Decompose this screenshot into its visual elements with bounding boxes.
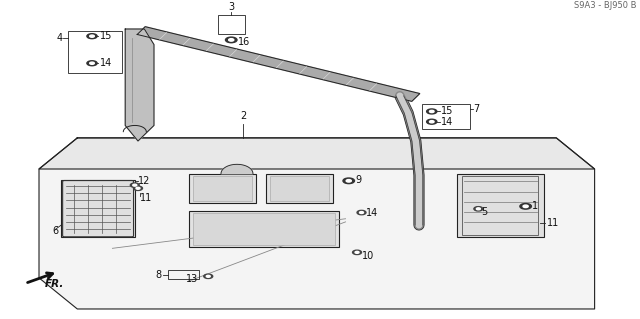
Polygon shape xyxy=(137,27,420,101)
Bar xyxy=(193,175,252,201)
Bar xyxy=(463,176,538,235)
Circle shape xyxy=(87,61,97,66)
Polygon shape xyxy=(221,164,253,174)
Circle shape xyxy=(474,207,483,211)
Bar xyxy=(68,31,122,72)
Circle shape xyxy=(206,275,211,277)
Circle shape xyxy=(520,204,531,209)
Text: 14: 14 xyxy=(100,58,112,68)
Text: 16: 16 xyxy=(237,37,250,48)
Bar xyxy=(189,174,256,203)
Circle shape xyxy=(355,251,359,253)
Bar xyxy=(61,180,135,237)
Circle shape xyxy=(360,211,364,213)
Circle shape xyxy=(225,37,237,43)
Circle shape xyxy=(90,35,94,37)
Bar xyxy=(458,174,543,237)
Text: FR.: FR. xyxy=(45,279,64,289)
Text: 5: 5 xyxy=(481,207,487,217)
Text: S9A3 - BJ950 B: S9A3 - BJ950 B xyxy=(573,1,636,10)
Text: 15: 15 xyxy=(100,31,112,41)
Circle shape xyxy=(343,178,355,184)
Circle shape xyxy=(427,109,437,114)
Bar xyxy=(189,211,339,247)
Text: 9: 9 xyxy=(355,175,361,185)
Text: 3: 3 xyxy=(228,2,234,12)
Circle shape xyxy=(134,186,143,190)
Text: 11: 11 xyxy=(140,193,152,203)
Circle shape xyxy=(353,250,362,255)
Text: 4: 4 xyxy=(56,33,63,43)
Circle shape xyxy=(523,205,528,208)
Circle shape xyxy=(228,39,234,41)
Text: 12: 12 xyxy=(138,176,150,186)
Text: 2: 2 xyxy=(240,111,246,121)
Circle shape xyxy=(476,208,481,210)
Circle shape xyxy=(346,180,351,182)
Text: 6: 6 xyxy=(52,226,58,236)
Bar xyxy=(218,15,244,34)
Circle shape xyxy=(131,183,140,187)
Bar xyxy=(168,270,198,279)
Text: 14: 14 xyxy=(366,208,378,218)
Circle shape xyxy=(429,110,434,113)
Circle shape xyxy=(427,119,437,124)
Circle shape xyxy=(429,121,434,123)
Text: 11: 11 xyxy=(547,219,559,228)
Polygon shape xyxy=(39,138,595,169)
Text: 8: 8 xyxy=(156,270,162,280)
Text: 10: 10 xyxy=(362,251,374,261)
Polygon shape xyxy=(39,138,595,309)
Bar xyxy=(422,104,470,129)
Circle shape xyxy=(204,274,212,278)
Bar xyxy=(269,175,329,201)
Text: 7: 7 xyxy=(473,104,479,114)
Circle shape xyxy=(136,187,140,189)
Text: 1: 1 xyxy=(532,201,538,211)
Text: 14: 14 xyxy=(442,117,454,127)
Text: 15: 15 xyxy=(442,107,454,116)
Bar xyxy=(266,174,333,203)
Circle shape xyxy=(357,210,366,215)
Polygon shape xyxy=(125,29,154,141)
Text: 13: 13 xyxy=(186,274,198,285)
Bar xyxy=(193,213,335,245)
Circle shape xyxy=(132,184,137,186)
Circle shape xyxy=(87,34,97,39)
Circle shape xyxy=(90,62,94,64)
